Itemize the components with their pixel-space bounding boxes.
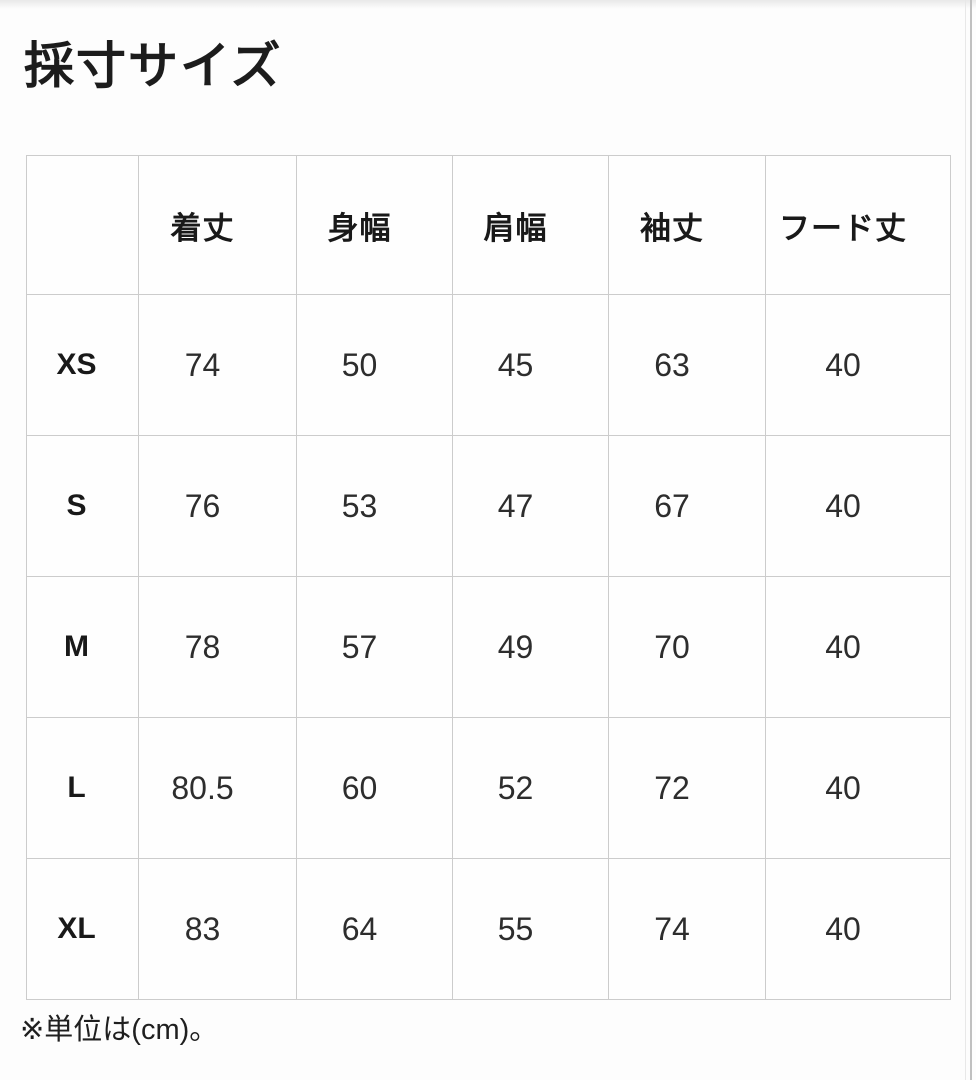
size-label: L xyxy=(26,717,139,859)
corner-cell xyxy=(26,155,139,295)
measurement-cell: 52 xyxy=(452,717,609,859)
measurement-cell: 40 xyxy=(765,717,951,859)
size-table-header: 着丈 身幅 肩幅 袖丈 フード丈 xyxy=(26,155,951,295)
page-title: 採寸サイズ xyxy=(24,38,283,94)
size-table-body: XS 74 50 45 63 40 S 76 53 47 67 40 M 78 57 49 70 40 L 80.5 6… xyxy=(26,294,951,1000)
size-label: XS xyxy=(26,294,139,436)
header-row: 着丈 身幅 肩幅 袖丈 フード丈 xyxy=(26,155,951,295)
measurement-cell: 57 xyxy=(296,576,453,718)
table-row: XS 74 50 45 63 40 xyxy=(26,294,951,436)
table-row: S 76 53 47 67 40 xyxy=(26,435,951,577)
size-label: XL xyxy=(26,858,139,1000)
measurement-cell: 53 xyxy=(296,435,453,577)
measurement-cell: 83 xyxy=(138,858,297,1000)
column-header-1: 身幅 xyxy=(296,155,453,295)
measurement-cell: 70 xyxy=(608,576,766,718)
column-header-4: フード丈 xyxy=(765,155,951,295)
measurement-cell: 78 xyxy=(138,576,297,718)
measurement-cell: 64 xyxy=(296,858,453,1000)
measurement-cell: 40 xyxy=(765,858,951,1000)
measurement-cell: 80.5 xyxy=(138,717,297,859)
measurement-cell: 40 xyxy=(765,435,951,577)
measurement-cell: 63 xyxy=(608,294,766,436)
column-header-2: 肩幅 xyxy=(452,155,609,295)
measurement-cell: 49 xyxy=(452,576,609,718)
measurement-cell: 40 xyxy=(765,576,951,718)
measurement-cell: 45 xyxy=(452,294,609,436)
table-row: M 78 57 49 70 40 xyxy=(26,576,951,718)
measurement-cell: 67 xyxy=(608,435,766,577)
table-row: L 80.5 60 52 72 40 xyxy=(26,717,951,859)
measurement-cell: 60 xyxy=(296,717,453,859)
size-label: S xyxy=(26,435,139,577)
top-edge-shade xyxy=(0,0,976,9)
size-label: M xyxy=(26,576,139,718)
measurement-cell: 55 xyxy=(452,858,609,1000)
unit-note: ※単位は(cm)。 xyxy=(20,1014,219,1046)
column-header-0: 着丈 xyxy=(138,155,297,295)
measurement-cell: 40 xyxy=(765,294,951,436)
measurement-cell: 72 xyxy=(608,717,766,859)
measurement-cell: 50 xyxy=(296,294,453,436)
measurement-cell: 76 xyxy=(138,435,297,577)
right-edge-divider xyxy=(970,0,972,1080)
column-header-3: 袖丈 xyxy=(608,155,766,295)
measurement-cell: 74 xyxy=(138,294,297,436)
measurement-cell: 47 xyxy=(452,435,609,577)
size-chart-table: 着丈 身幅 肩幅 袖丈 フード丈 XS 74 50 45 63 40 S 76 53 47 67 40 M 78 5… xyxy=(26,155,951,1000)
measurement-cell: 74 xyxy=(608,858,766,1000)
right-edge-divider-light xyxy=(965,0,966,1080)
table-row: XL 83 64 55 74 40 xyxy=(26,858,951,1000)
